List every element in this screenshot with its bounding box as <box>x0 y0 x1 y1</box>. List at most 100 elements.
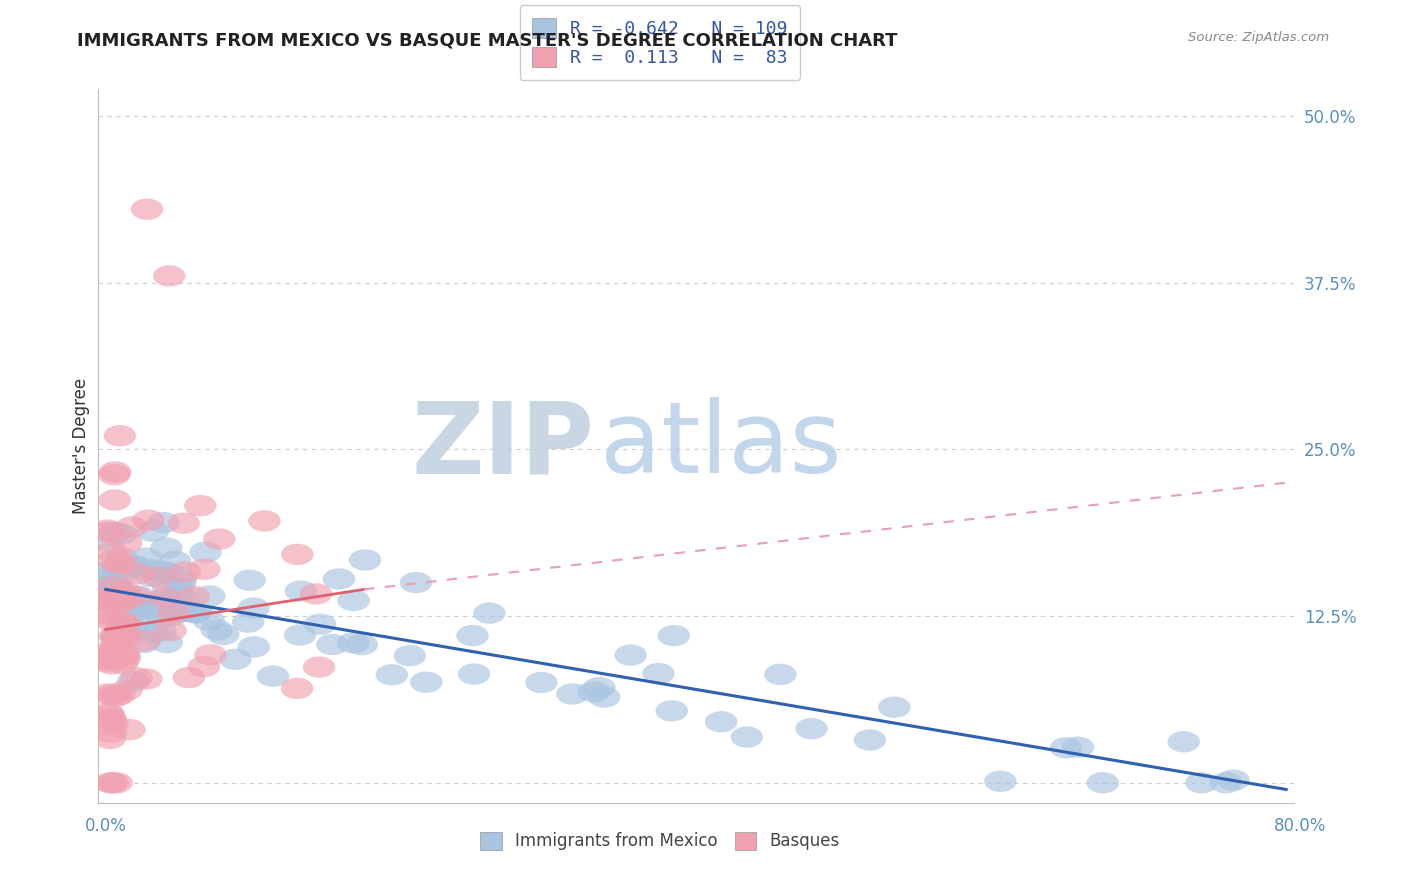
Ellipse shape <box>100 772 132 794</box>
Ellipse shape <box>165 567 197 589</box>
Ellipse shape <box>281 678 314 699</box>
Ellipse shape <box>105 524 138 545</box>
Ellipse shape <box>1050 737 1083 758</box>
Ellipse shape <box>643 663 675 684</box>
Ellipse shape <box>96 604 128 625</box>
Ellipse shape <box>107 612 139 633</box>
Ellipse shape <box>399 572 432 593</box>
Ellipse shape <box>101 628 134 649</box>
Ellipse shape <box>179 602 211 624</box>
Ellipse shape <box>96 647 128 668</box>
Ellipse shape <box>284 624 316 646</box>
Ellipse shape <box>337 632 370 654</box>
Text: IMMIGRANTS FROM MEXICO VS BASQUE MASTER'S DEGREE CORRELATION CHART: IMMIGRANTS FROM MEXICO VS BASQUE MASTER'… <box>77 31 898 49</box>
Ellipse shape <box>146 607 179 629</box>
Ellipse shape <box>136 623 169 644</box>
Ellipse shape <box>108 645 141 666</box>
Ellipse shape <box>91 683 124 705</box>
Ellipse shape <box>474 602 506 624</box>
Ellipse shape <box>104 551 138 573</box>
Ellipse shape <box>142 566 174 588</box>
Ellipse shape <box>163 578 195 599</box>
Ellipse shape <box>201 619 233 640</box>
Ellipse shape <box>557 683 589 705</box>
Ellipse shape <box>194 644 226 665</box>
Ellipse shape <box>104 591 136 613</box>
Ellipse shape <box>149 595 181 616</box>
Ellipse shape <box>984 771 1017 792</box>
Ellipse shape <box>136 521 169 542</box>
Ellipse shape <box>1062 737 1094 758</box>
Ellipse shape <box>103 604 135 625</box>
Ellipse shape <box>658 625 690 647</box>
Ellipse shape <box>104 581 136 602</box>
Text: atlas: atlas <box>600 398 842 494</box>
Ellipse shape <box>120 557 152 578</box>
Ellipse shape <box>94 708 127 730</box>
Ellipse shape <box>100 558 134 579</box>
Ellipse shape <box>135 566 167 587</box>
Ellipse shape <box>163 587 195 608</box>
Ellipse shape <box>202 528 236 549</box>
Ellipse shape <box>232 611 264 632</box>
Ellipse shape <box>375 664 408 685</box>
Ellipse shape <box>458 664 491 685</box>
Ellipse shape <box>157 602 190 624</box>
Text: 0.0%: 0.0% <box>84 817 127 835</box>
Ellipse shape <box>394 645 426 666</box>
Ellipse shape <box>104 583 136 605</box>
Ellipse shape <box>108 624 141 646</box>
Ellipse shape <box>115 516 149 538</box>
Ellipse shape <box>127 611 159 632</box>
Ellipse shape <box>105 644 139 665</box>
Ellipse shape <box>132 598 165 619</box>
Ellipse shape <box>93 607 125 628</box>
Ellipse shape <box>316 634 349 656</box>
Ellipse shape <box>98 577 131 599</box>
Ellipse shape <box>107 585 139 607</box>
Ellipse shape <box>1087 772 1119 794</box>
Ellipse shape <box>115 591 148 612</box>
Ellipse shape <box>103 684 135 706</box>
Ellipse shape <box>94 591 127 612</box>
Ellipse shape <box>238 598 270 619</box>
Ellipse shape <box>131 199 163 220</box>
Ellipse shape <box>1185 772 1218 794</box>
Ellipse shape <box>188 558 221 580</box>
Ellipse shape <box>152 575 184 597</box>
Ellipse shape <box>304 614 336 635</box>
Ellipse shape <box>96 576 128 598</box>
Ellipse shape <box>105 653 138 674</box>
Ellipse shape <box>1209 772 1243 794</box>
Ellipse shape <box>124 599 156 621</box>
Ellipse shape <box>104 425 136 446</box>
Ellipse shape <box>180 602 214 624</box>
Text: Source: ZipAtlas.com: Source: ZipAtlas.com <box>1188 31 1329 45</box>
Ellipse shape <box>108 581 141 602</box>
Ellipse shape <box>121 591 153 613</box>
Ellipse shape <box>94 728 127 749</box>
Ellipse shape <box>108 627 141 648</box>
Ellipse shape <box>207 624 239 645</box>
Ellipse shape <box>94 581 127 602</box>
Ellipse shape <box>457 625 489 646</box>
Ellipse shape <box>247 510 281 532</box>
Ellipse shape <box>100 631 134 652</box>
Ellipse shape <box>578 681 610 703</box>
Text: ZIP: ZIP <box>412 398 595 494</box>
Ellipse shape <box>96 644 128 665</box>
Ellipse shape <box>94 772 127 794</box>
Ellipse shape <box>107 563 139 584</box>
Ellipse shape <box>110 680 142 701</box>
Ellipse shape <box>96 640 128 661</box>
Ellipse shape <box>184 495 217 516</box>
Ellipse shape <box>110 533 142 554</box>
Ellipse shape <box>583 677 616 698</box>
Ellipse shape <box>145 560 179 582</box>
Ellipse shape <box>97 683 129 705</box>
Ellipse shape <box>148 591 180 612</box>
Ellipse shape <box>98 686 131 707</box>
Ellipse shape <box>91 650 124 672</box>
Ellipse shape <box>349 549 381 571</box>
Ellipse shape <box>98 490 131 511</box>
